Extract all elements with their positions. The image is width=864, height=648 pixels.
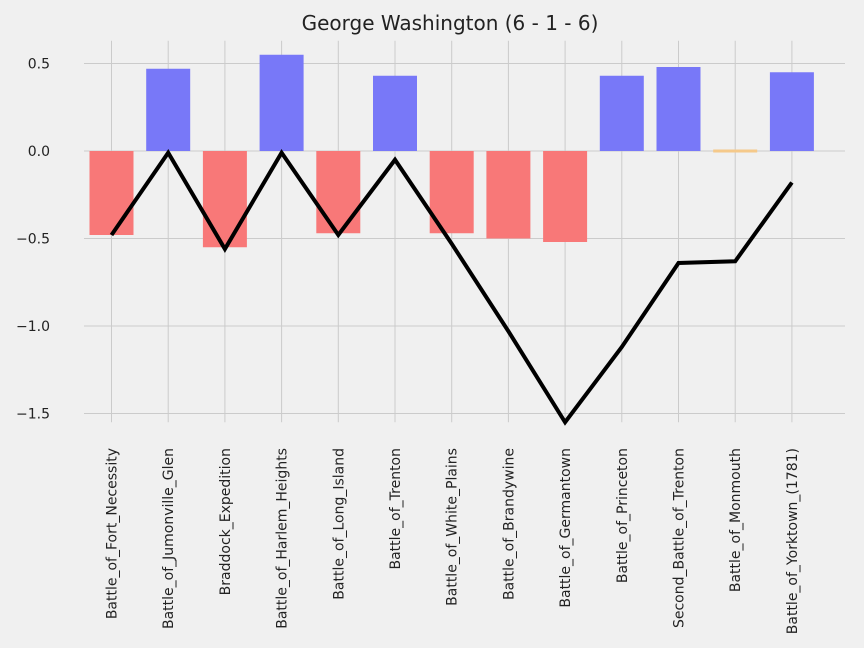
- y-axis-ticks: 0.5 0.0 −0.5 −1.0 −1.5: [16, 57, 50, 423]
- y-tick-label: −1.0: [16, 319, 50, 335]
- x-tick-label: Battle_of_White_Plains: [445, 448, 461, 606]
- bar-win: [373, 75, 417, 151]
- y-tick-label: 0.5: [28, 57, 50, 73]
- y-tick-label: −0.5: [16, 232, 50, 248]
- bar-loss: [89, 151, 134, 235]
- x-tick-label: Battle_of_Brandywine: [501, 448, 517, 600]
- bar-win: [656, 67, 701, 151]
- x-tick-label: Battle_of_Trenton: [388, 448, 404, 570]
- x-tick-label: Braddock_Expedition: [218, 448, 234, 595]
- y-tick-label: 0.0: [28, 144, 50, 160]
- bar-win: [259, 54, 304, 151]
- x-tick-label: Battle_of_Yorktown_(1781): [785, 448, 801, 634]
- bar-loss: [543, 151, 588, 242]
- bar-win: [146, 68, 191, 151]
- x-tick-label: Battle_of_Germantown: [558, 448, 574, 608]
- cumulative-line: [109, 149, 794, 426]
- line-series: [109, 149, 794, 426]
- bar-loss: [316, 151, 361, 234]
- chart-title: George Washington (6 - 1 - 6): [302, 11, 599, 35]
- x-tick-label: Battle_of_Fort_Necessity: [105, 448, 121, 619]
- bar-win: [769, 72, 814, 151]
- x-tick-label: Battle_of_Princeton: [615, 448, 631, 583]
- x-tick-label: Battle_of_Long_Island: [331, 448, 347, 600]
- x-tick-label: Battle_of_Monmouth: [728, 448, 744, 592]
- bar-win: [599, 75, 644, 151]
- bars: [89, 54, 814, 248]
- x-tick-label: Battle_of_Harlem_Heights: [275, 448, 291, 629]
- x-tick-label: Battle_of_Jumonville_Glen: [161, 448, 177, 629]
- x-tick-label: Second_Battle_of_Trenton: [672, 448, 688, 628]
- bar-loss: [486, 151, 531, 239]
- x-axis-ticks: Battle_of_Fort_Necessity Battle_of_Jumonv…: [105, 448, 801, 634]
- y-tick-label: −1.5: [16, 407, 50, 423]
- bar-draw: [713, 149, 758, 153]
- bar-loss: [202, 151, 247, 248]
